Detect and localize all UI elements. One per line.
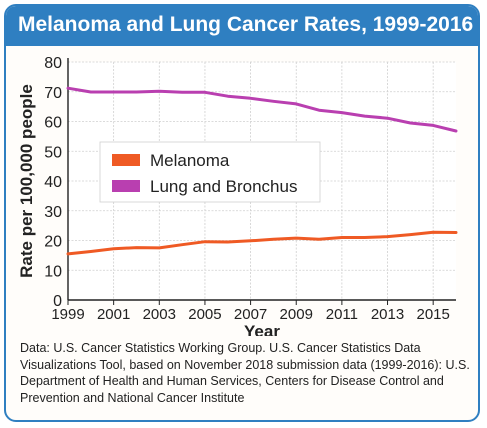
data-source-note: Data: U.S. Cancer Statistics Working Gro… — [20, 341, 470, 405]
series-line-lung-and-bronchus — [66, 86, 458, 133]
x-tick-label: 2007 — [234, 306, 267, 323]
title-bar: Melanoma and Lung Cancer Rates, 1999-201… — [6, 6, 478, 46]
legend-label-lung-and-bronchus: Lung and Bronchus — [150, 177, 297, 196]
x-tick-label: 2011 — [326, 306, 358, 323]
y-tick-label: 70 — [44, 85, 62, 102]
x-axis-title: Year — [244, 322, 280, 336]
y-tick-label: 40 — [44, 174, 62, 191]
y-tick-label: 80 — [44, 55, 62, 72]
y-tick-label: 0 — [53, 293, 62, 310]
legend-label-melanoma: Melanoma — [150, 151, 230, 170]
legend: Melanoma Lung and Bronchus — [99, 141, 321, 203]
x-tick-label: 2009 — [280, 306, 313, 323]
x-tick-label: 2015 — [416, 306, 449, 323]
legend-swatch-lung-and-bronchus — [112, 180, 140, 192]
series-line-melanoma — [66, 230, 458, 256]
legend-swatch-melanoma — [112, 154, 140, 166]
chart-title: Melanoma and Lung Cancer Rates, 1999-201… — [18, 13, 474, 36]
line-chart: 0 10 20 30 40 50 60 70 80 1999 2001 2003 2005 2007 200… — [17, 55, 458, 336]
y-tick-label: 20 — [44, 234, 62, 251]
chart-card: Melanoma and Lung Cancer Rates, 1999-201… — [4, 4, 480, 422]
x-tick-label: 2013 — [371, 306, 404, 323]
y-tick-label: 30 — [44, 204, 62, 221]
x-tick-label: 2001 — [97, 306, 130, 323]
y-tick-label: 60 — [44, 115, 62, 132]
y-axis-title: Rate per 100,000 people — [17, 84, 36, 278]
x-tick-label: 2005 — [188, 306, 221, 323]
x-tick-label: 1999 — [51, 306, 84, 323]
y-tick-label: 50 — [44, 144, 62, 161]
x-tick-label: 2003 — [143, 306, 176, 323]
y-tick-label: 10 — [44, 263, 62, 280]
